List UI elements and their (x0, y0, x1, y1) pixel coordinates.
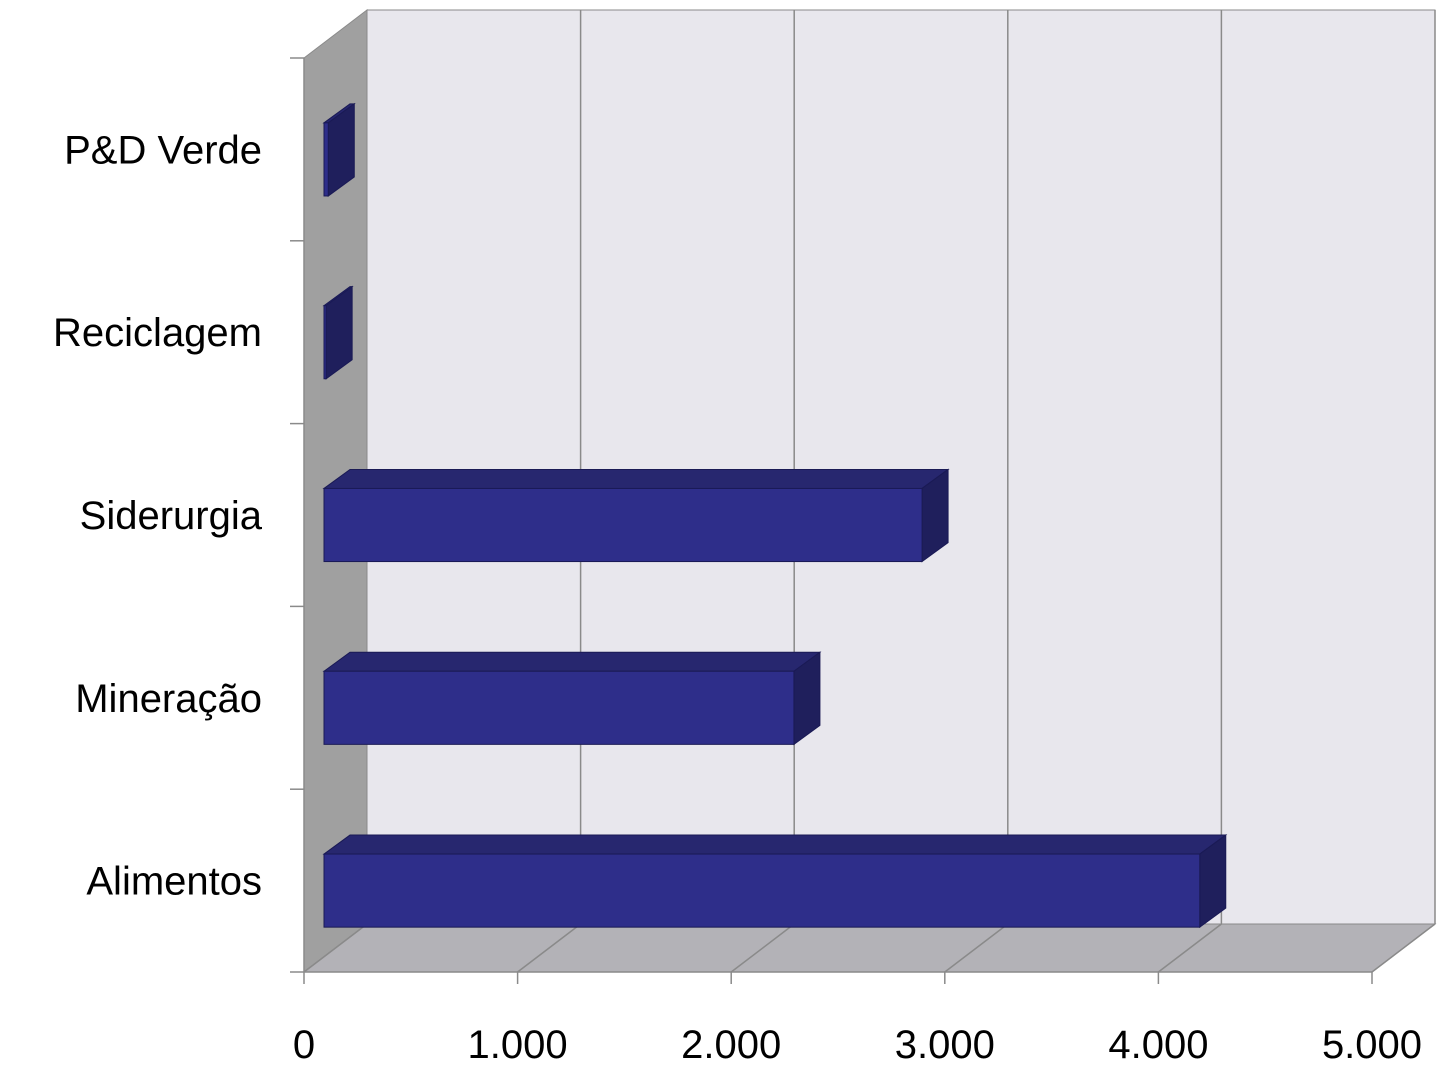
bar (322, 468, 950, 563)
bar-top (322, 834, 1228, 855)
floor (302, 923, 1437, 973)
bar-front (323, 122, 329, 197)
bar-top (322, 651, 822, 672)
x-tick-label: 5.000 (1322, 1023, 1422, 1065)
bar (322, 285, 354, 380)
axes (290, 57, 1373, 984)
bar-front (323, 305, 327, 380)
category-label: Siderurgia (80, 494, 263, 538)
bars (322, 102, 1228, 929)
floor-gridline (1371, 923, 1436, 973)
bar-front (323, 853, 1201, 928)
category-label: Alimentos (86, 860, 262, 904)
bar-front (323, 670, 795, 745)
floor-gridline (730, 923, 795, 973)
x-tick-label: 2.000 (681, 1023, 781, 1065)
x-tick-label: 4.000 (1108, 1023, 1208, 1065)
category-label: P&D Verde (64, 128, 262, 172)
gridlines (303, 10, 1436, 973)
floor-gridline (944, 923, 1009, 973)
x-tick-label: 1.000 (468, 1023, 568, 1065)
x-tick-label: 0 (293, 1023, 315, 1065)
bar (322, 834, 1228, 929)
floor-gridline (517, 923, 582, 973)
floor-gridline (1157, 923, 1222, 973)
x-tick-label: 3.000 (895, 1023, 995, 1065)
bar (322, 102, 356, 197)
bar-top (322, 468, 950, 489)
labels: P&D Verde Reciclagem Siderurgia Mineração Al… (53, 128, 1422, 1065)
bar (322, 651, 822, 746)
floor-gridline (303, 923, 368, 973)
bar-front (323, 487, 923, 563)
category-label: Mineração (75, 677, 262, 721)
back-wall (366, 9, 1436, 925)
category-label: Reciclagem (53, 311, 262, 355)
